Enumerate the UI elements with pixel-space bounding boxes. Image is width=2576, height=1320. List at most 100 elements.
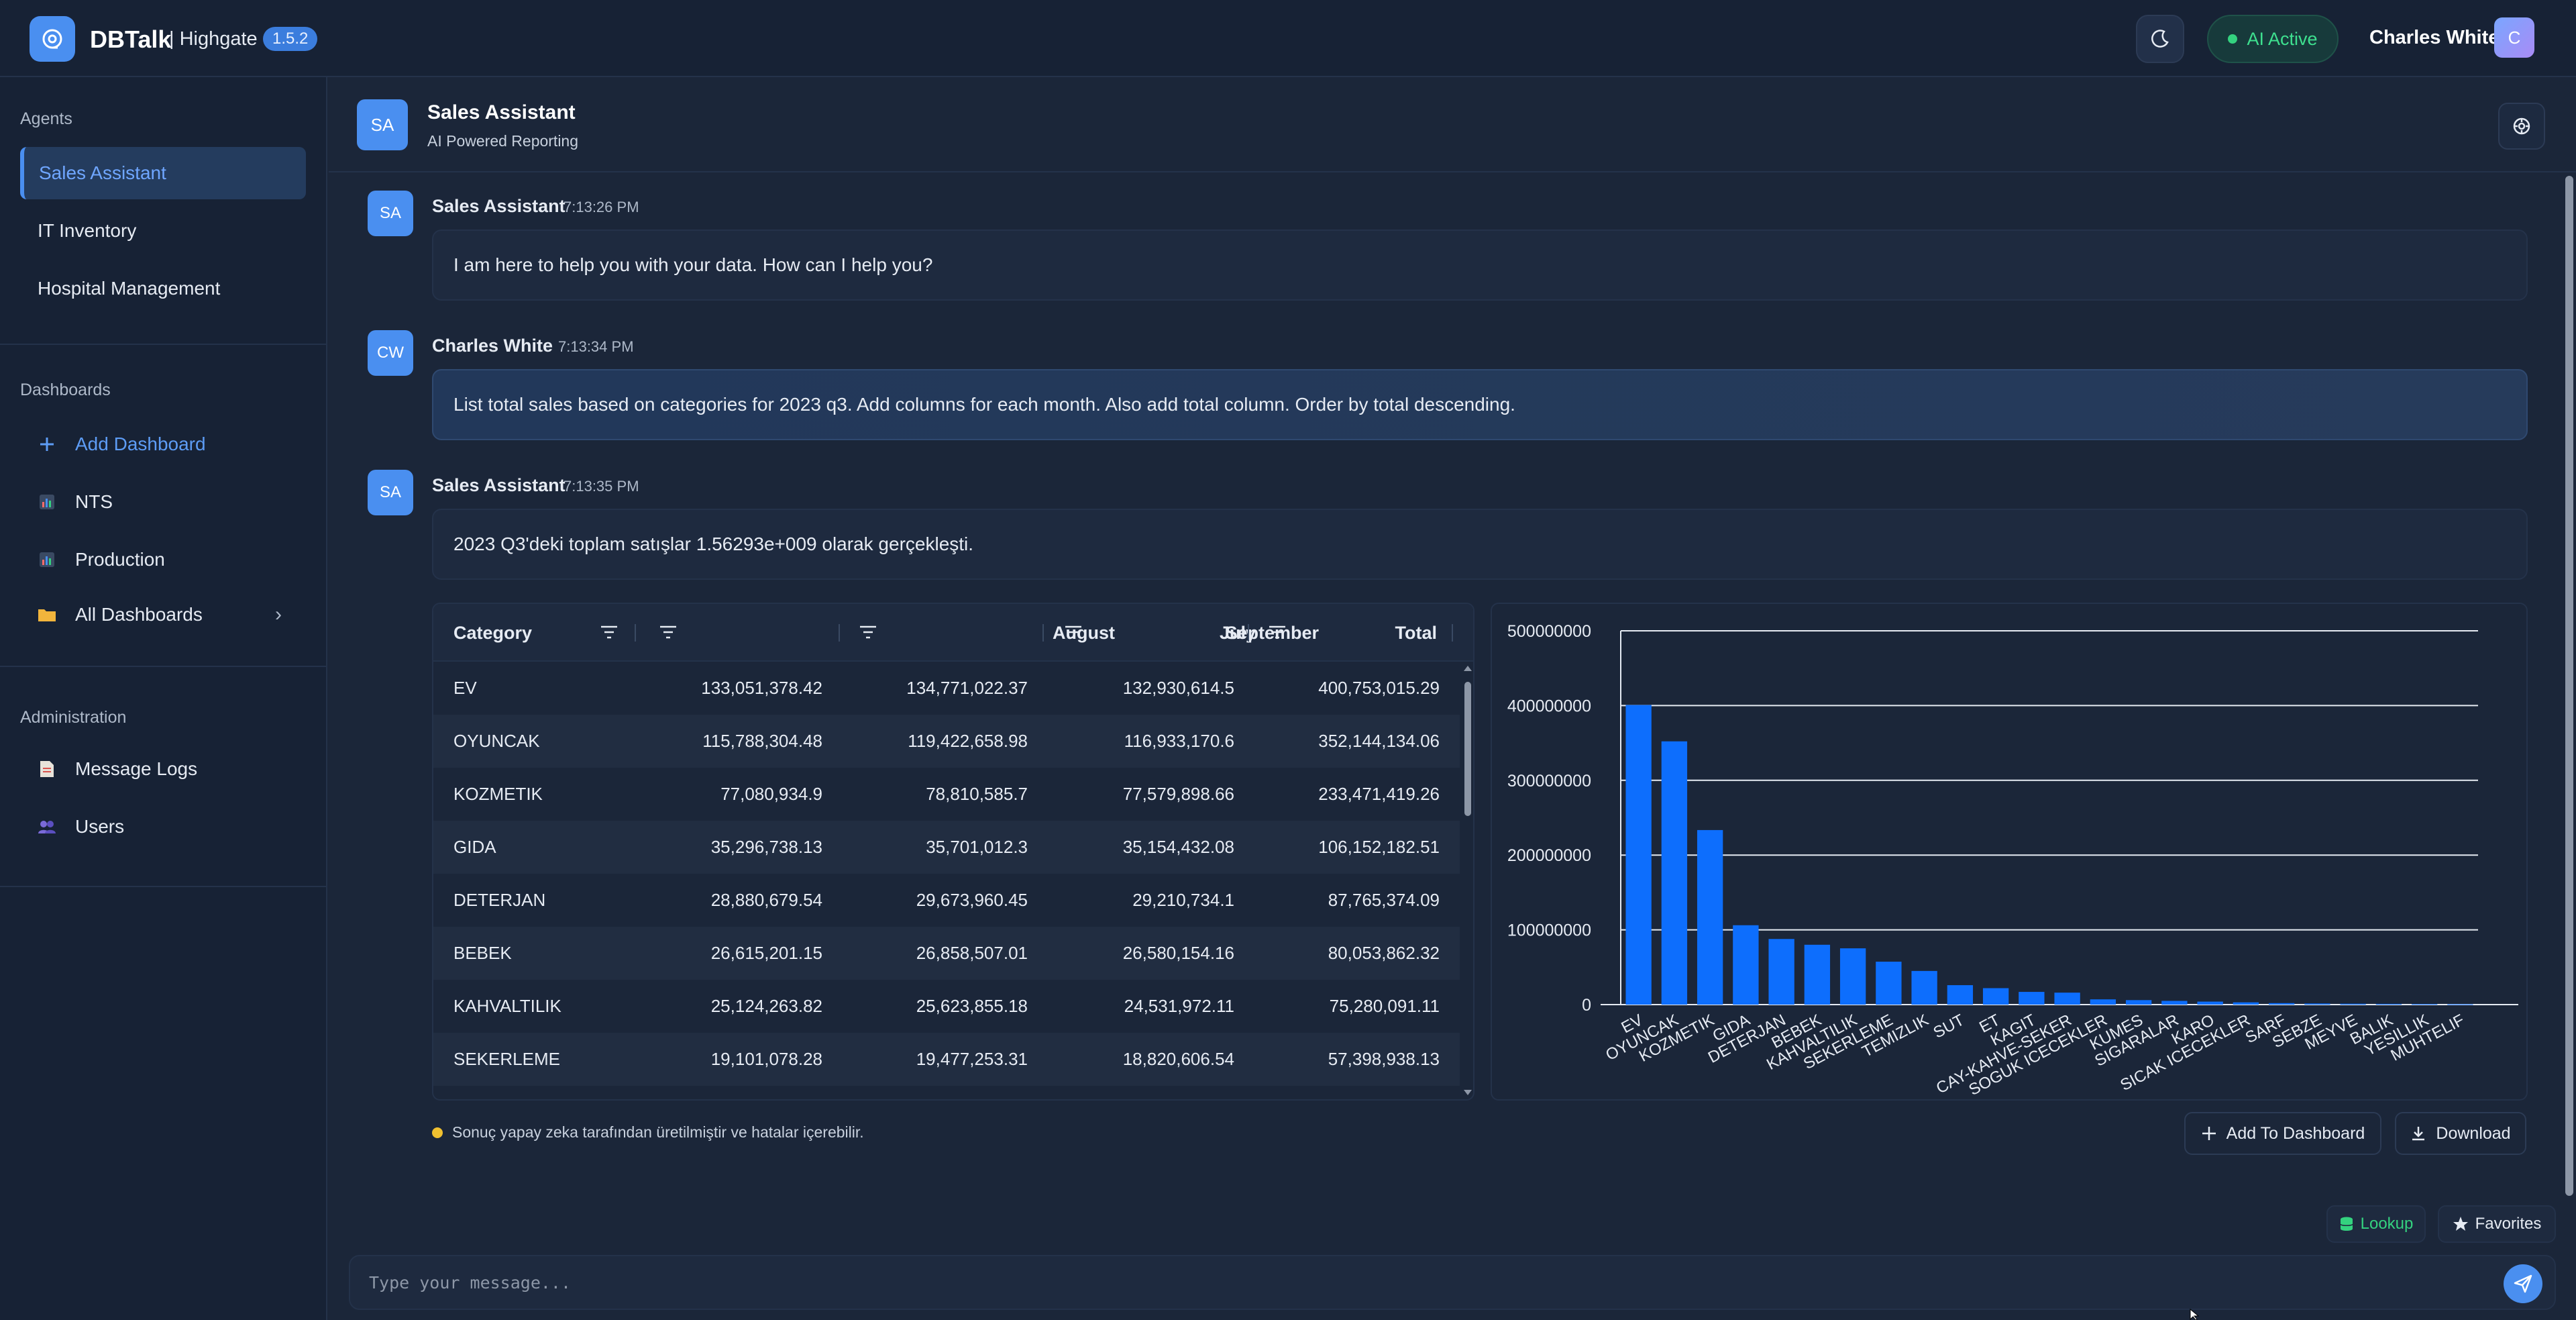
agent-settings-button[interactable] <box>2498 103 2545 150</box>
bar <box>2340 1003 2366 1005</box>
message-bubble: 2023 Q3'deki toplam satışlar 1.56293e+00… <box>432 509 2528 580</box>
table-cell-value: 77,579,898.66 <box>1122 784 1234 804</box>
message-time: 7:13:26 PM <box>564 199 639 215</box>
table-cell-value: 400,753,015.29 <box>1318 678 1440 698</box>
sidebar-item-label: IT Inventory <box>38 220 137 241</box>
user-avatar[interactable]: C <box>2494 17 2534 58</box>
bar <box>2197 1001 2223 1005</box>
filter-icon[interactable] <box>600 624 619 640</box>
bar <box>1947 985 1974 1005</box>
table-cell-value: 19,477,253.31 <box>916 1049 1028 1069</box>
y-tick-label: 0 <box>1582 996 1591 1015</box>
column-separator[interactable] <box>635 624 636 642</box>
table-cell-value: 133,051,378.42 <box>701 678 822 698</box>
filter-icon[interactable] <box>1064 624 1083 640</box>
column-separator[interactable] <box>1248 624 1249 642</box>
table-cell-value: 80,053,862.32 <box>1328 943 1440 963</box>
plus-icon <box>2202 1127 2216 1140</box>
table-cell-value: 26,615,201.15 <box>710 943 822 963</box>
lookup-button[interactable]: Lookup <box>2326 1205 2426 1243</box>
table-cell-value: 28,880,679.54 <box>710 890 822 910</box>
filter-icon[interactable] <box>659 624 678 640</box>
table-cell-value: 106,152,182.51 <box>1318 837 1440 857</box>
sidebar-item-all-dashboards[interactable]: All Dashboards › <box>20 589 306 641</box>
table-row[interactable]: OYUNCAK 115,788,304.48 119,422,658.98 116,9… <box>433 715 1460 768</box>
column-separator[interactable] <box>1042 624 1044 642</box>
column-separator[interactable] <box>1452 624 1453 642</box>
table-row[interactable]: SEKERLEME 19,101,078.28 19,477,253.31 18,82… <box>433 1033 1460 1086</box>
sidebar-item-label: All Dashboards <box>75 604 203 625</box>
table-row[interactable]: BEBEK 26,615,201.15 26,858,507.01 26,580,15… <box>433 927 1460 980</box>
table-cell-category: KAHVALTILIK <box>453 996 561 1016</box>
status-dot-icon <box>2228 34 2238 44</box>
y-tick-label: 100000000 <box>1507 921 1591 940</box>
download-button[interactable]: Download <box>2395 1112 2526 1155</box>
button-label: Add To Dashboard <box>2226 1123 2365 1143</box>
scroll-down-icon[interactable] <box>1463 1088 1472 1097</box>
filter-icon[interactable] <box>1268 624 1287 640</box>
sidebar-item-label: Hospital Management <box>38 278 221 299</box>
message-bubble: I am here to help you with your data. Ho… <box>432 230 2528 301</box>
table-cell-value: 25,124,263.82 <box>710 996 822 1016</box>
user-name[interactable]: Charles White <box>2369 27 2500 48</box>
top-header: DBTalk | Highgate 1.5.2 AI Active Charle… <box>0 0 2576 77</box>
agent-name: Sales Assistant <box>427 101 576 123</box>
agent-header: SA Sales Assistant AI Powered Reporting <box>329 79 2576 172</box>
bar <box>1804 944 1831 1005</box>
sidebar-item-production[interactable]: Production <box>20 534 306 586</box>
message-avatar: CW <box>368 330 413 376</box>
message-avatar: SA <box>368 191 413 236</box>
message-time: 7:13:35 PM <box>564 478 639 495</box>
send-icon <box>2514 1274 2532 1293</box>
y-tick-label: 300000000 <box>1507 772 1591 791</box>
table-cell-value: 26,858,507.01 <box>916 943 1028 963</box>
column-header-label: July <box>1219 622 1256 643</box>
filter-icon[interactable] <box>859 624 877 640</box>
send-button[interactable] <box>2504 1264 2542 1303</box>
results-table: Category July August September Total EV 1… <box>432 603 1474 1101</box>
sidebar-item-nts[interactable]: NTS <box>20 476 306 528</box>
table-cell-value: 78,810,585.7 <box>926 784 1028 804</box>
sidebar-item-label: Production <box>75 549 165 570</box>
message-text: 2023 Q3'deki toplam satışlar 1.56293e+00… <box>453 534 974 554</box>
sidebar-item-sales-assistant[interactable]: Sales Assistant <box>20 147 306 199</box>
database-icon <box>2339 1217 2353 1231</box>
agent-avatar: SA <box>357 99 408 150</box>
favorites-button[interactable]: Favorites <box>2438 1205 2556 1243</box>
table-cell-value: 115,788,304.48 <box>702 731 822 751</box>
message-input[interactable] <box>368 1256 2447 1309</box>
table-row[interactable]: EV 133,051,378.42 134,771,022.37 132,930,61… <box>433 662 1460 715</box>
theme-toggle-button[interactable] <box>2136 15 2184 63</box>
bar <box>2125 1000 2152 1005</box>
table-cell-category: GIDA <box>453 837 496 857</box>
table-scroll-thumb[interactable] <box>1464 682 1471 816</box>
sidebar-item-label: Users <box>75 816 125 837</box>
sidebar-item-message-logs[interactable]: Message Logs <box>20 743 306 795</box>
table-cell-value: 132,930,614.5 <box>1122 678 1234 698</box>
table-cell-value: 26,580,154.16 <box>1122 943 1234 963</box>
table-cell-value: 134,771,022.37 <box>906 678 1028 698</box>
bar <box>2161 1001 2188 1005</box>
bar <box>1733 925 1759 1005</box>
scroll-up-icon[interactable] <box>1463 664 1472 672</box>
column-separator[interactable] <box>839 624 840 642</box>
table-row[interactable]: KOZMETIK 77,080,934.9 78,810,585.7 77,579,8… <box>433 768 1460 821</box>
version-badge: 1.5.2 <box>263 27 318 51</box>
bar <box>1625 705 1652 1005</box>
table-row[interactable]: DETERJAN 28,880,679.54 29,673,960.45 29,210… <box>433 874 1460 927</box>
sidebar-divider <box>0 344 327 345</box>
sidebar-item-it-inventory[interactable]: IT Inventory <box>20 205 306 257</box>
sidebar-item-hospital-management[interactable]: Hospital Management <box>20 262 306 315</box>
app-logo-icon[interactable] <box>30 16 75 62</box>
table-row[interactable]: GIDA 35,296,738.13 35,701,012.3 35,154,432.… <box>433 821 1460 874</box>
table-cell-category: DETERJAN <box>453 890 546 910</box>
administration-section-title: Administration <box>20 708 127 727</box>
table-cell-value: 87,765,374.09 <box>1328 890 1440 910</box>
main-scrollbar[interactable] <box>2565 176 2573 1196</box>
column-header-category[interactable]: Category <box>453 622 533 643</box>
add-dashboard-button[interactable]: Add Dashboard <box>20 418 306 470</box>
table-scrollbar[interactable] <box>1461 662 1473 1099</box>
sidebar-item-users[interactable]: Users <box>20 801 306 853</box>
add-to-dashboard-button[interactable]: Add To Dashboard <box>2184 1112 2381 1155</box>
table-row[interactable]: KAHVALTILIK 25,124,263.82 25,623,855.18 24,… <box>433 980 1460 1033</box>
